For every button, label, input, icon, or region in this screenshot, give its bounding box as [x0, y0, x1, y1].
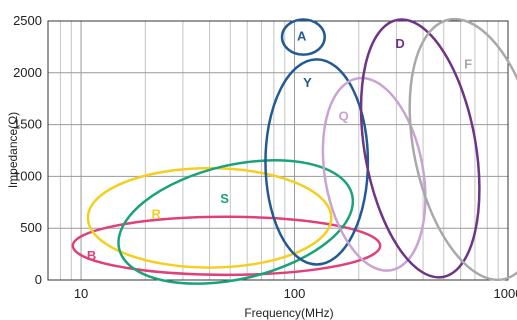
x-tick-label: 100 — [284, 286, 306, 301]
axis-ticks: 10 100 1000 0 500 1000 1500 2000 2500 — [13, 13, 517, 301]
plot-frame — [47, 20, 509, 281]
y-tick-label: 1500 — [13, 117, 42, 132]
series-label-q: Q — [339, 108, 349, 123]
series-ellipse-s — [117, 159, 355, 285]
series-ellipse-d — [359, 18, 481, 279]
y-tick-label: 1000 — [13, 168, 42, 183]
series-label-s: S — [220, 191, 229, 206]
series-label-y: Y — [303, 75, 312, 90]
series-labels: B R S A Y Q D F — [87, 29, 472, 264]
y-tick-label: 2000 — [13, 65, 42, 80]
y-axis-title: Impedance(Ω) — [6, 112, 20, 188]
y-tick-label: 0 — [35, 272, 42, 287]
y-tick-label: 500 — [20, 220, 42, 235]
series-ellipse-a — [280, 18, 326, 56]
series-ellipse-r — [86, 166, 333, 269]
series-ellipse-f — [408, 17, 517, 282]
series-ellipse-b — [71, 215, 382, 277]
x-tick-label: 1000 — [494, 286, 517, 301]
grid — [48, 21, 508, 280]
series-label-b: B — [87, 248, 96, 263]
series-label-r: R — [152, 207, 162, 222]
x-tick-label: 10 — [74, 286, 88, 301]
plot-background — [48, 21, 508, 280]
y-tick-label: 2500 — [13, 13, 42, 28]
series-ellipse-q — [321, 76, 427, 272]
series-label-f: F — [464, 56, 472, 71]
ellipses — [71, 17, 517, 285]
x-axis-title: Frequency(MHz) — [244, 306, 333, 320]
series-label-d: D — [395, 36, 404, 51]
series-label-a: A — [297, 29, 307, 44]
series-ellipse-y — [264, 58, 370, 266]
